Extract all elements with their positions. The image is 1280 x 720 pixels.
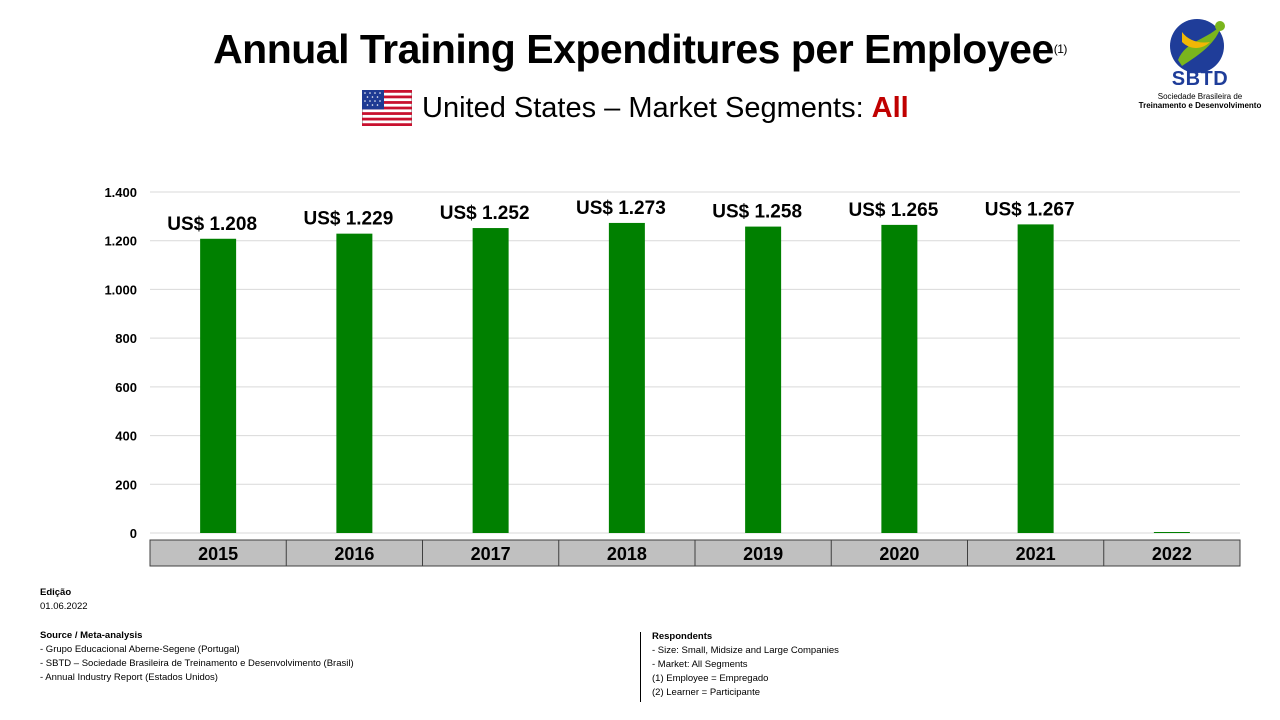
footer-divider — [640, 632, 641, 702]
bar — [608, 222, 645, 533]
edition-label: Edição — [40, 587, 72, 598]
chart-subtitle: United States – Market Segments: All — [362, 88, 909, 128]
grid-layer — [150, 191, 1240, 534]
y-tick-label: 1.400 — [104, 185, 137, 200]
source-line: - Grupo Educacional Aberne-Segene (Portu… — [40, 644, 240, 655]
source-line: - Annual Industry Report (Estados Unidos… — [40, 672, 218, 683]
subtitle-text: United States – Market Segments: — [422, 91, 864, 124]
data-label: US$ 1.265 — [848, 200, 938, 221]
segment-value: All — [871, 91, 909, 124]
y-tick-label: 400 — [115, 429, 137, 444]
sbtd-logo-icon — [1170, 19, 1225, 73]
bar — [745, 226, 782, 533]
x-category-label: 2021 — [1016, 544, 1056, 564]
x-category-label: 2016 — [334, 544, 374, 564]
respondents-line: (2) Learner = Participante — [652, 687, 760, 698]
data-label: US$ 1.208 — [167, 214, 257, 235]
respondents-line: - Market: All Segments — [652, 659, 748, 670]
x-category-label: 2017 — [471, 544, 511, 564]
bar — [336, 233, 373, 534]
title-footnote: (1) — [1053, 42, 1068, 56]
logo-line2: Treinamento e Desenvolvimento — [1138, 101, 1262, 110]
x-category-label: 2015 — [198, 544, 238, 564]
respondents-line: (1) Employee = Empregado — [652, 673, 769, 684]
bars — [200, 222, 1190, 534]
y-axis: 0 200 400 600 800 1.000 1.200 1.400 — [104, 185, 137, 541]
y-tick-label: 0 — [130, 526, 137, 541]
respondents-title: Respondents — [652, 631, 713, 642]
bar — [1153, 532, 1190, 533]
x-category-label: 2020 — [879, 544, 919, 564]
x-category-label: 2022 — [1152, 544, 1192, 564]
y-tick-label: 1.000 — [104, 282, 137, 297]
bar — [472, 228, 509, 533]
data-label: US$ 1.267 — [985, 199, 1075, 220]
chart-title: Annual Training Expenditures per Employe… — [0, 26, 1280, 73]
bar — [881, 224, 918, 533]
y-tick-label: 1.200 — [104, 234, 137, 249]
bar — [200, 238, 237, 533]
y-tick-label: 200 — [115, 477, 137, 492]
y-tick-label: 600 — [115, 380, 137, 395]
logo-line1: Sociedade Brasileira de — [1157, 92, 1243, 101]
category-band: 2015 2016 2017 2018 2019 2020 2021 2022 — [149, 539, 1241, 567]
data-label: US$ 1.252 — [440, 203, 530, 224]
data-labels: US$ 1.208 US$ 1.229 US$ 1.252 US$ 1.273 US$ … — [167, 198, 1074, 235]
bar — [1017, 224, 1054, 533]
x-category-label: 2019 — [743, 544, 783, 564]
data-label: US$ 1.229 — [303, 209, 393, 230]
sbtd-logo-text: SBTD Sociedade Brasileira de Treinamento… — [1134, 68, 1266, 110]
source-block: Source / Meta-analysis - Grupo Educacion… — [40, 629, 354, 685]
data-label: US$ 1.273 — [576, 198, 666, 219]
edition-block: Edição 01.06.2022 — [40, 586, 88, 614]
source-title: Source / Meta-analysis — [40, 630, 143, 641]
title-text: Annual Training Expenditures per Employe… — [213, 26, 1054, 72]
logo-brand: SBTD — [1171, 68, 1229, 90]
respondents-block: Respondents - Size: Small, Midsize and L… — [652, 630, 839, 700]
source-line: - SBTD – Sociedade Brasileira de Treinam… — [40, 658, 354, 669]
x-category-label: 2018 — [607, 544, 647, 564]
respondents-line: - Size: Small, Midsize and Large Compani… — [652, 645, 839, 656]
us-flag-icon — [362, 90, 412, 126]
edition-date: 01.06.2022 — [40, 601, 88, 612]
y-tick-label: 800 — [115, 331, 137, 346]
data-label: US$ 1.258 — [712, 202, 802, 223]
